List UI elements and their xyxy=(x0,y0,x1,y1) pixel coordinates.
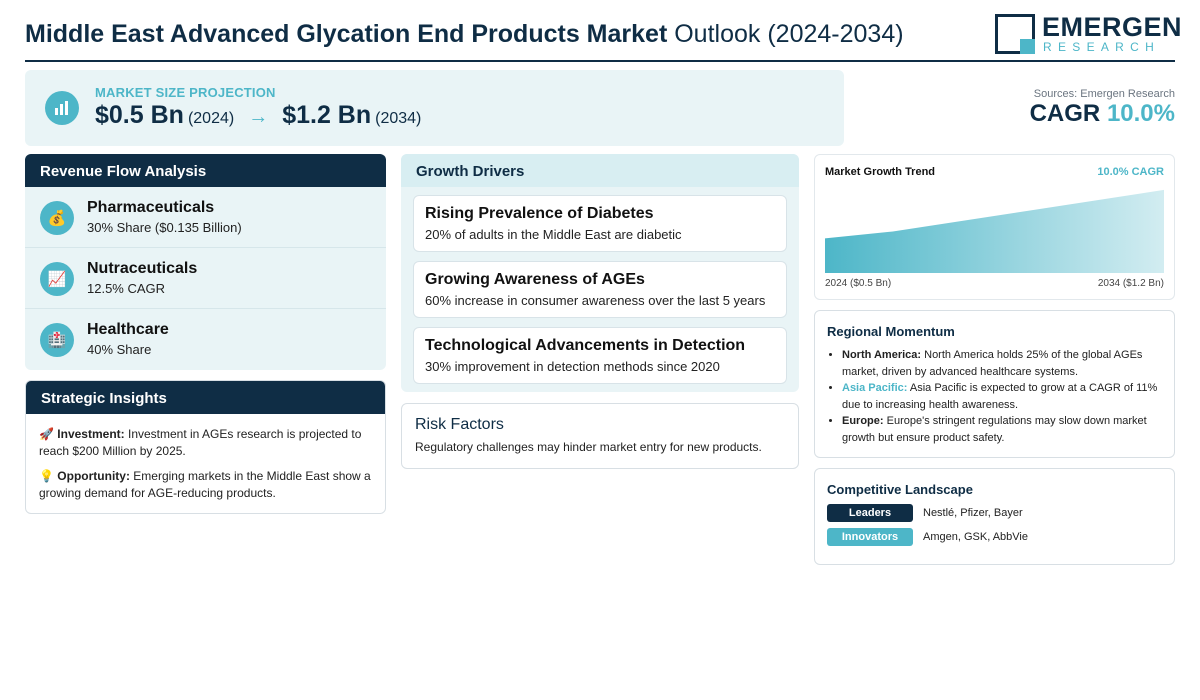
regional-item: Asia Pacific: Asia Pacific is expected t… xyxy=(842,380,1160,413)
logo-name: EMERGEN xyxy=(1042,12,1183,42)
driver-title: Technological Advancements in Detection xyxy=(425,337,746,354)
insight-item: 💡 Opportunity: Emerging markets in the M… xyxy=(26,468,385,501)
insight-label: Investment: xyxy=(57,427,125,441)
bar-chart-icon xyxy=(45,91,79,125)
money-bag-icon: 💰 xyxy=(40,201,74,235)
cagr-label: CAGR xyxy=(1029,100,1101,127)
revenue-item-title: Healthcare xyxy=(87,321,169,338)
insight-label: Opportunity: xyxy=(57,469,130,483)
revenue-item: 📈 Nutraceuticals 12.5% CAGR xyxy=(25,248,386,309)
insight-item: 🚀 Investment: Investment in AGEs researc… xyxy=(26,426,385,459)
region-label: Europe: xyxy=(842,415,884,427)
driver-title: Rising Prevalence of Diabetes xyxy=(425,205,654,222)
arrow-right-icon: → xyxy=(248,106,269,128)
trend-chart xyxy=(825,189,1164,273)
regional-momentum-panel: Regional Momentum North America: North A… xyxy=(814,310,1175,458)
revenue-flow-panel: Revenue Flow Analysis 💰 Pharmaceuticals … xyxy=(25,154,386,370)
revenue-item: 🏥 Healthcare 40% Share xyxy=(25,309,386,370)
page-title: Middle East Advanced Glycation End Produ… xyxy=(25,20,904,49)
market-growth-trend-panel: Market Growth Trend 10.0% CAGR 2024 ($0.… xyxy=(814,154,1175,300)
revenue-item-title: Pharmaceuticals xyxy=(87,199,215,216)
revenue-item-sub: 30% Share ($0.135 Billion) xyxy=(87,220,242,235)
hospital-icon: 🏥 xyxy=(40,323,74,357)
innovators-badge: Innovators xyxy=(827,528,913,546)
page-title-bold: Middle East Advanced Glycation End Produ… xyxy=(25,20,668,48)
leaders-list: Nestlé, Pfizer, Bayer xyxy=(923,507,1023,519)
logo-mark-icon xyxy=(995,14,1035,54)
region-text: North America holds 25% of the global AG… xyxy=(842,349,1143,378)
driver-sub: 30% improvement in detection methods sin… xyxy=(425,359,720,374)
trend-start-label: 2024 ($0.5 Bn) xyxy=(825,278,892,289)
insight-text: Emerging markets in the Middle East show… xyxy=(39,469,371,500)
cagr-summary: CAGR 10.0% xyxy=(1030,100,1175,128)
lightbulb-icon: 💡 xyxy=(39,469,54,483)
driver-card: Technological Advancements in Detection … xyxy=(413,327,787,384)
region-label: North America: xyxy=(842,349,922,361)
regional-item: Europe: Europe's stringent regulations m… xyxy=(842,413,1160,446)
rocket-icon: 🚀 xyxy=(39,427,54,441)
insight-text: Investment in AGEs research is projected… xyxy=(39,427,362,458)
risk-factors-title: Risk Factors xyxy=(415,416,504,433)
revenue-item-title: Nutraceuticals xyxy=(87,260,198,277)
emergen-logo: EMERGEN RESEARCH xyxy=(995,12,1182,56)
regional-list: North America: North America holds 25% o… xyxy=(842,347,1160,446)
end-year: (2034) xyxy=(375,110,422,127)
region-label: Asia Pacific: xyxy=(842,382,908,394)
trend-end-label: 2034 ($1.2 Bn) xyxy=(1097,278,1164,289)
start-year: (2024) xyxy=(187,110,235,127)
regional-item: North America: North America holds 25% o… xyxy=(842,347,1160,380)
strategic-insights-title: Strategic Insights xyxy=(26,381,385,414)
driver-title: Growing Awareness of AGEs xyxy=(425,271,645,288)
region-text: Asia Pacific is expected to grow at a CA… xyxy=(842,382,1158,411)
trend-area xyxy=(825,189,1164,273)
page-header: Middle East Advanced Glycation End Produ… xyxy=(25,12,1182,62)
region-text: Europe's stringent regulations may slow … xyxy=(842,415,1147,444)
projection-label: MARKET SIZE PROJECTION xyxy=(95,85,276,100)
end-value: $1.2 Bn xyxy=(282,101,372,129)
competitive-landscape-panel: Competitive Landscape Leaders Nestlé, Pf… xyxy=(814,468,1175,565)
competitive-landscape-title: Competitive Landscape xyxy=(827,482,973,497)
driver-sub: 20% of adults in the Middle East are dia… xyxy=(425,227,682,242)
revenue-item-sub: 12.5% CAGR xyxy=(87,281,166,296)
logo-subtitle: RESEARCH xyxy=(1043,40,1161,54)
sources-note: Sources: Emergen Research xyxy=(1033,88,1175,100)
cagr-value: 10.0% xyxy=(1106,100,1175,127)
leaders-badge: Leaders xyxy=(827,504,913,522)
regional-momentum-title: Regional Momentum xyxy=(827,324,955,339)
start-value: $0.5 Bn xyxy=(95,101,184,129)
revenue-item-sub: 40% Share xyxy=(87,342,152,357)
trend-title: Market Growth Trend xyxy=(825,166,936,178)
risk-factors-text: Regulatory challenges may hinder market … xyxy=(415,440,762,454)
strategic-insights-panel: Strategic Insights 🚀 Investment: Investm… xyxy=(25,380,386,514)
market-size-projection: MARKET SIZE PROJECTION $0.5 Bn (2024) → $1.… xyxy=(25,70,844,146)
growth-drivers-title: Growth Drivers xyxy=(401,154,799,187)
driver-card: Growing Awareness of AGEs 60% increase i… xyxy=(413,261,787,318)
risk-factors-panel: Risk Factors Regulatory challenges may h… xyxy=(401,403,799,469)
driver-sub: 60% increase in consumer awareness over … xyxy=(425,293,766,308)
chart-up-icon: 📈 xyxy=(40,262,74,296)
revenue-item: 💰 Pharmaceuticals 30% Share ($0.135 Bill… xyxy=(25,187,386,248)
driver-card: Rising Prevalence of Diabetes 20% of adu… xyxy=(413,195,787,252)
page-title-light: Outlook (2024-2034) xyxy=(674,20,904,48)
innovators-list: Amgen, GSK, AbbVie xyxy=(923,531,1028,543)
trend-cagr: 10.0% CAGR xyxy=(1097,166,1164,178)
revenue-flow-title: Revenue Flow Analysis xyxy=(25,154,386,187)
growth-drivers-panel: Growth Drivers Rising Prevalence of Diab… xyxy=(401,154,799,392)
projection-values: $0.5 Bn (2024) → $1.2 Bn (2034) xyxy=(95,101,421,130)
